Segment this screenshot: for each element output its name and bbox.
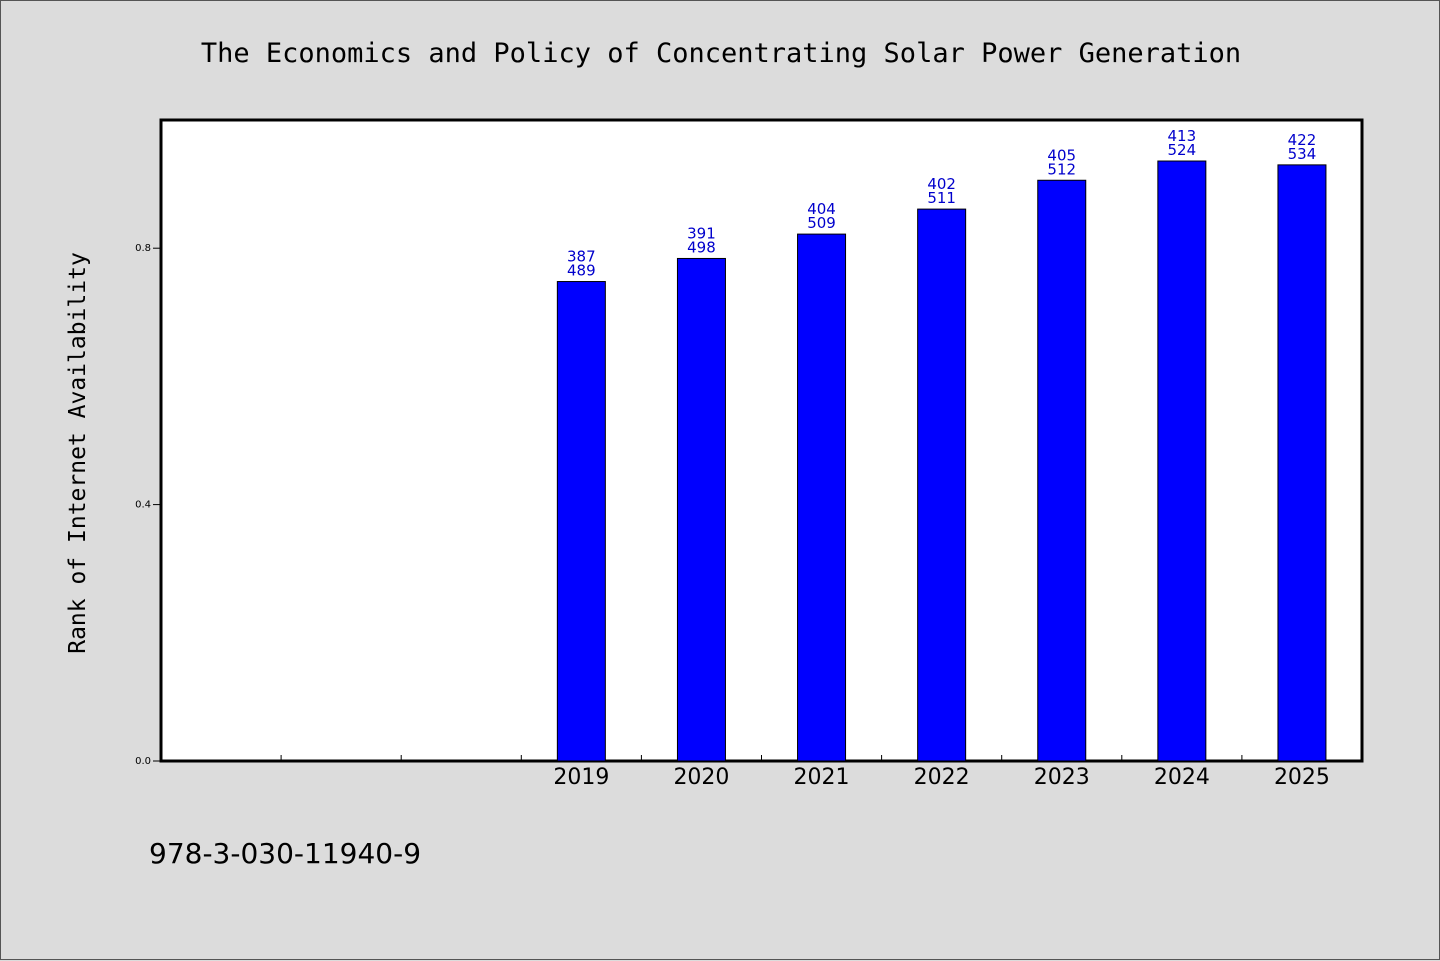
bar-2019	[556, 281, 606, 762]
data-label-bottom: 534	[1288, 145, 1317, 163]
x-tick-label: 2022	[914, 765, 970, 790]
data-label-bottom: 512	[1047, 160, 1076, 178]
data-label-bottom: 524	[1168, 141, 1197, 159]
bar-2025	[1277, 164, 1327, 762]
y-tick-label: 0.8	[135, 243, 151, 254]
chart-title: The Economics and Policy of Concentratin…	[201, 38, 1241, 69]
data-label-top: 405	[1047, 146, 1076, 164]
data-label-bottom: 511	[927, 189, 956, 207]
data-label-top: 387	[567, 248, 596, 266]
y-tick-label: 0.0	[135, 756, 151, 767]
data-label-top: 404	[807, 200, 836, 218]
x-tick-label: 2019	[553, 765, 609, 790]
data-label-top: 391	[687, 224, 716, 242]
x-tick-label: 2023	[1034, 765, 1090, 790]
bar-2020	[676, 257, 726, 762]
isbn-text: 978-3-030-11940-9	[149, 837, 421, 870]
y-axis: 0.0 0.4 0.8	[135, 243, 161, 767]
bars	[556, 160, 1327, 762]
bar-2023	[1037, 179, 1087, 762]
x-tick-label: 2025	[1274, 765, 1330, 790]
data-label-bottom: 509	[807, 214, 836, 232]
y-tick-label: 0.4	[135, 500, 151, 511]
x-tick-label: 2020	[673, 765, 729, 790]
data-label-bottom: 498	[687, 238, 716, 256]
data-label-bottom: 489	[567, 262, 596, 280]
x-axis: 2019 2020 2021 2022 2023 2024 2025	[280, 755, 1330, 790]
data-label-top: 413	[1168, 127, 1197, 145]
bar-2021	[797, 233, 847, 762]
data-label-top: 402	[927, 175, 956, 193]
data-label-top: 422	[1288, 131, 1317, 149]
bar-2022	[917, 208, 967, 762]
x-tick-label: 2021	[794, 765, 850, 790]
y-axis-label: Rank of Internet Availability	[65, 252, 91, 654]
x-tick-label: 2024	[1154, 765, 1210, 790]
bar-2024	[1157, 160, 1207, 762]
